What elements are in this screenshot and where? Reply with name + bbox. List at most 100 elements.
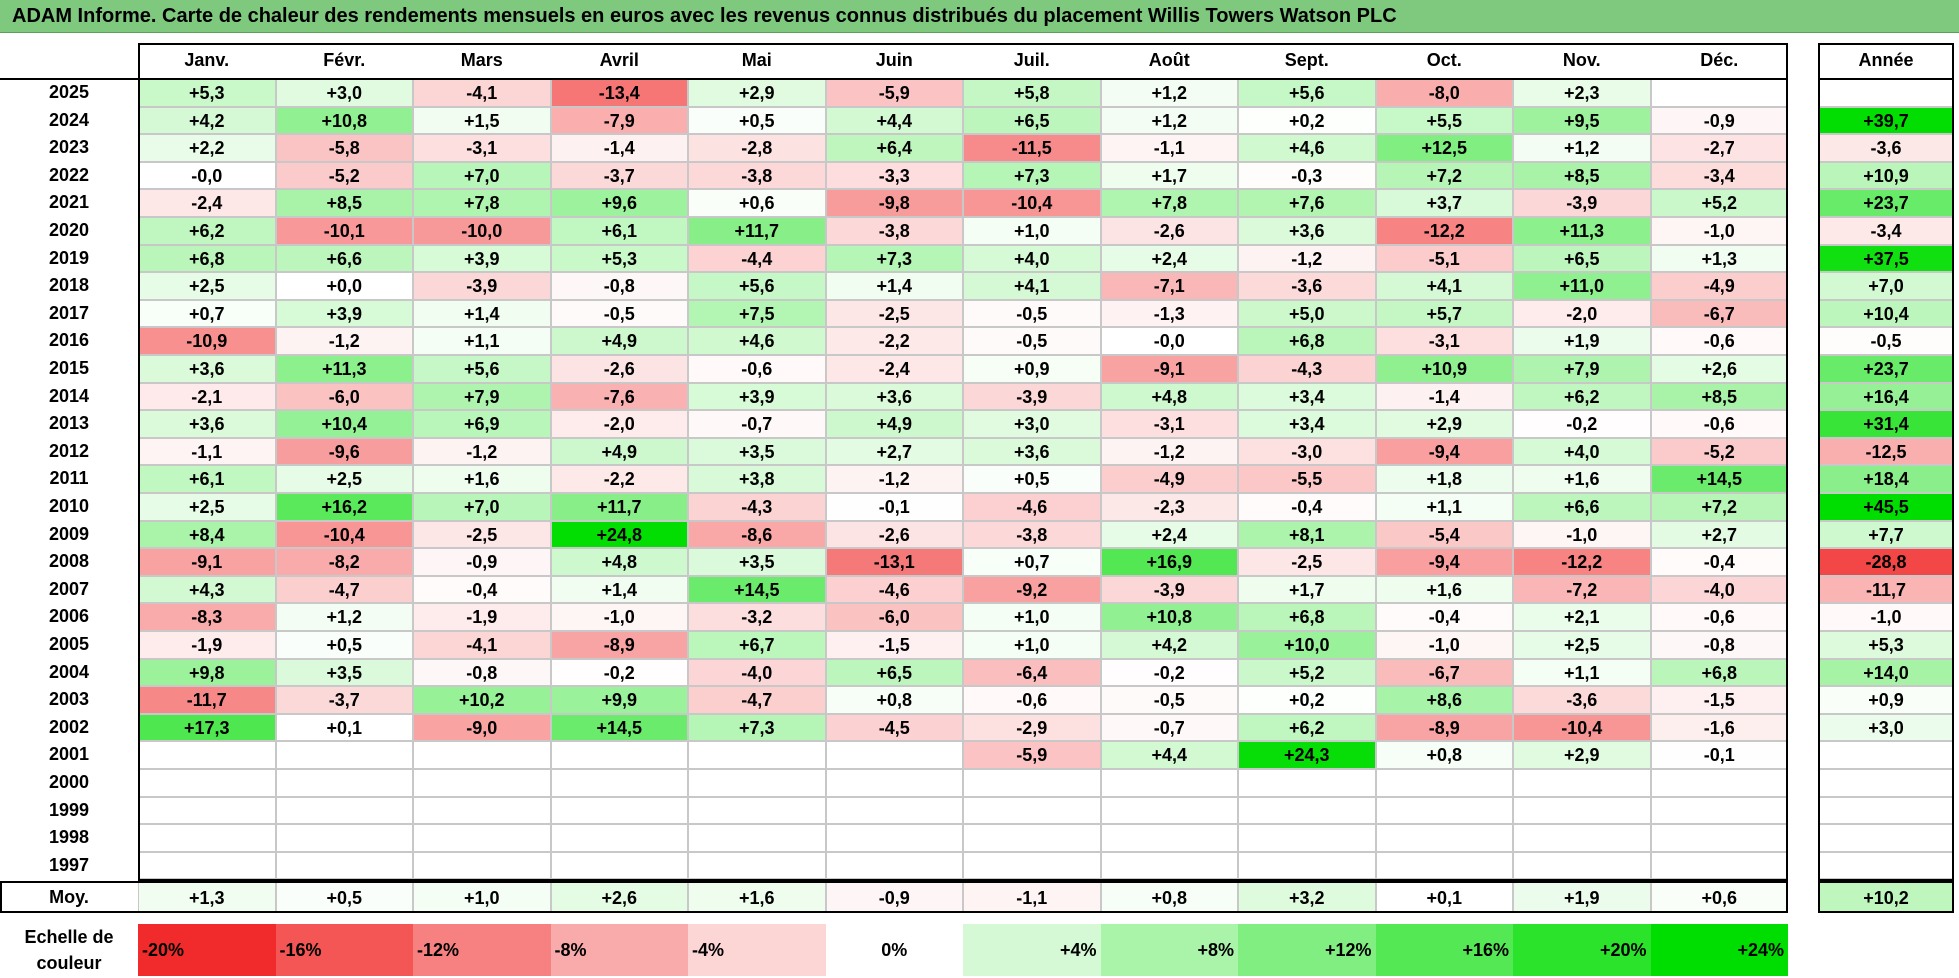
heatmap-cell bbox=[688, 741, 826, 769]
average-cell: -1,1 bbox=[963, 881, 1101, 913]
heatmap-cell bbox=[1650, 769, 1788, 797]
month-header: Mai bbox=[741, 50, 772, 70]
heatmap-cell bbox=[825, 741, 963, 769]
heatmap-cell bbox=[413, 741, 551, 769]
heatmap-cell: -5,9 bbox=[963, 741, 1101, 769]
annual-cell: -1,0 bbox=[1818, 603, 1954, 631]
heatmap-cell: -2,6 bbox=[550, 355, 688, 383]
heatmap-cell: +3,0 bbox=[275, 79, 413, 107]
heatmap-cell: +10,4 bbox=[275, 410, 413, 438]
heatmap-cell bbox=[963, 824, 1101, 852]
heatmap-cell: +6,9 bbox=[413, 410, 551, 438]
scale-swatch: -4% bbox=[688, 924, 826, 976]
year-label: 2020 bbox=[48, 220, 90, 240]
heatmap-cell: +1,6 bbox=[1375, 575, 1513, 604]
heatmap-cell: +11,0 bbox=[1513, 272, 1651, 300]
heatmap-cell bbox=[138, 741, 276, 769]
heatmap-cell: +11,7 bbox=[688, 217, 826, 245]
heatmap-cell: +8,1 bbox=[1238, 520, 1376, 549]
heatmap-cell: +1,3 bbox=[1650, 244, 1788, 273]
heatmap-cell: +8,6 bbox=[1375, 686, 1513, 714]
month-header: Janv. bbox=[184, 50, 230, 70]
heatmap-cell: -10,0 bbox=[413, 217, 551, 245]
heatmap-cell: +1,6 bbox=[413, 465, 551, 493]
heatmap-cell: +0,2 bbox=[1238, 106, 1376, 135]
annual-cell: +3,0 bbox=[1818, 713, 1954, 742]
heatmap-cell: +4,4 bbox=[1100, 741, 1238, 769]
heatmap-cell: +4,4 bbox=[825, 106, 963, 135]
year-label: 2018 bbox=[48, 275, 90, 296]
heatmap-cell: +6,8 bbox=[138, 244, 276, 273]
heatmap-cell: -11,5 bbox=[963, 134, 1101, 162]
heatmap-cell: +16,2 bbox=[275, 493, 413, 521]
heatmap-cell: -2,7 bbox=[1650, 134, 1788, 162]
heatmap-cell: +3,5 bbox=[688, 548, 826, 576]
heatmap-cell: -2,4 bbox=[138, 189, 276, 217]
heatmap-cell: -0,8 bbox=[550, 272, 688, 300]
heatmap-cell: -1,4 bbox=[1375, 382, 1513, 411]
heatmap-cell bbox=[825, 796, 963, 825]
scale-swatch: +8% bbox=[1100, 924, 1238, 976]
heatmap-cell: +3,7 bbox=[1375, 189, 1513, 217]
heatmap-cell: +5,6 bbox=[1238, 79, 1376, 107]
heatmap-cell: -9,2 bbox=[963, 575, 1101, 604]
heatmap-cell: +4,9 bbox=[550, 327, 688, 355]
heatmap-cell: +5,2 bbox=[1650, 189, 1788, 217]
average-label: Moy. bbox=[49, 887, 89, 907]
heatmap-cell: -10,4 bbox=[963, 189, 1101, 217]
annual-cell bbox=[1818, 796, 1954, 825]
heatmap-cell: +8,4 bbox=[138, 520, 276, 549]
scale-swatch: +4% bbox=[963, 924, 1101, 976]
heatmap-cell: -2,5 bbox=[825, 299, 963, 328]
heatmap-cell bbox=[825, 851, 963, 880]
heatmap-cell: -0,5 bbox=[550, 299, 688, 328]
heatmap-cell: +11,3 bbox=[1513, 217, 1651, 245]
scale-swatch: -12% bbox=[413, 924, 551, 976]
year-label: 2024 bbox=[48, 109, 90, 130]
heatmap-cell: -8,9 bbox=[1375, 713, 1513, 742]
heatmap-cell bbox=[413, 824, 551, 852]
heatmap-cell bbox=[963, 851, 1101, 880]
heatmap-cell bbox=[413, 769, 551, 797]
heatmap-cell: +5,2 bbox=[1238, 658, 1376, 687]
heatmap-cell: -1,5 bbox=[1650, 686, 1788, 714]
heatmap-cell: -4,3 bbox=[1238, 355, 1376, 383]
heatmap-cell: -5,5 bbox=[1238, 465, 1376, 493]
heatmap-cell: +6,5 bbox=[963, 106, 1101, 135]
heatmap-cell: +10,9 bbox=[1375, 355, 1513, 383]
heatmap-cell: -9,4 bbox=[1375, 548, 1513, 576]
annual-cell: +5,3 bbox=[1818, 631, 1954, 659]
annual-cell: +37,5 bbox=[1818, 244, 1954, 273]
heatmap-cell: -3,2 bbox=[688, 603, 826, 631]
annual-cell: -28,8 bbox=[1818, 548, 1954, 576]
heatmap-cell: +4,6 bbox=[1238, 134, 1376, 162]
heatmap-cell: +24,3 bbox=[1238, 741, 1376, 769]
heatmap-cell: +4,2 bbox=[138, 106, 276, 135]
heatmap-cell: -4,9 bbox=[1100, 465, 1238, 493]
heatmap-cell: -0,9 bbox=[1650, 106, 1788, 135]
heatmap-cell: -6,0 bbox=[825, 603, 963, 631]
annual-cell: +23,7 bbox=[1818, 189, 1954, 217]
heatmap-cell: -2,6 bbox=[825, 520, 963, 549]
year-label: 2016 bbox=[48, 330, 90, 351]
heatmap-cell: -1,9 bbox=[138, 631, 276, 659]
heatmap-cell: -2,9 bbox=[963, 713, 1101, 742]
heatmap-cell: +14,5 bbox=[1650, 465, 1788, 493]
heatmap-cell: -8,3 bbox=[138, 603, 276, 631]
heatmap-cell bbox=[1238, 851, 1376, 880]
scale-swatch: +24% bbox=[1650, 924, 1788, 976]
heatmap-cell: +1,2 bbox=[1100, 106, 1238, 135]
heatmap-cell bbox=[1238, 769, 1376, 797]
heatmap-cell: +7,0 bbox=[413, 161, 551, 190]
heatmap-cell: +12,5 bbox=[1375, 134, 1513, 162]
heatmap-cell: +14,5 bbox=[550, 713, 688, 742]
annual-cell: +14,0 bbox=[1818, 658, 1954, 687]
heatmap-cell: -0,0 bbox=[1100, 327, 1238, 355]
heatmap-cell: -0,7 bbox=[688, 410, 826, 438]
heatmap-cell: -7,9 bbox=[550, 106, 688, 135]
heatmap-cell: +16,9 bbox=[1100, 548, 1238, 576]
heatmap-cell bbox=[138, 769, 276, 797]
heatmap-cell: -6,7 bbox=[1650, 299, 1788, 328]
heatmap-cell: -1,2 bbox=[1100, 437, 1238, 466]
heatmap-cell: -3,9 bbox=[1100, 575, 1238, 604]
